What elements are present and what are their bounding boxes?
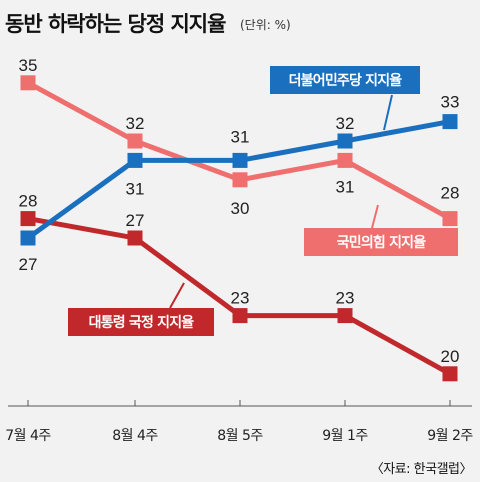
x-tick-label: 7월 4주 [5, 428, 51, 444]
data-point-marker [232, 308, 248, 324]
data-label: 31 [336, 177, 355, 196]
data-label: 35 [19, 56, 38, 75]
data-point-marker [337, 152, 353, 168]
x-tick-label: 9월 2주 [427, 428, 473, 444]
data-label: 23 [231, 289, 250, 308]
data-label: 33 [441, 93, 460, 112]
data-label: 23 [336, 289, 355, 308]
data-label: 31 [126, 179, 145, 198]
data-point-marker [127, 152, 143, 168]
legend-label-대통령-국정-지지율: 대통령 국정 지지율 [89, 314, 195, 331]
data-point-marker [442, 114, 458, 130]
data-label: 28 [19, 192, 38, 211]
data-point-marker [127, 133, 143, 149]
data-point-marker [337, 133, 353, 149]
data-point-marker [442, 211, 458, 227]
legend-connector [383, 94, 393, 131]
data-point-marker [20, 211, 36, 227]
data-label: 32 [126, 114, 145, 133]
data-label: 31 [231, 127, 250, 146]
legend-connector [169, 282, 185, 309]
data-point-marker [442, 366, 458, 382]
legend-label-box [304, 228, 458, 256]
x-tick-label: 9월 1주 [322, 428, 368, 444]
data-point-marker [20, 230, 36, 246]
data-point-marker [20, 75, 36, 91]
source-note: 〈자료: 한국갤럽〉 [370, 462, 473, 477]
data-point-marker [232, 152, 248, 168]
unit-label: (단위: %) [240, 18, 291, 32]
legend-label-box [68, 308, 214, 336]
data-label: 32 [336, 114, 355, 133]
data-label: 27 [19, 255, 38, 274]
data-label: 20 [441, 347, 460, 366]
legend-label-box [270, 66, 420, 94]
data-label: 30 [231, 199, 250, 218]
legend-label-국민의힘-지지율: 국민의힘 지지율 [337, 234, 427, 251]
data-point-marker [232, 172, 248, 188]
x-tick-label: 8월 4주 [112, 428, 158, 444]
x-tick-label: 8월 5주 [217, 428, 263, 444]
chart-title: 동반 하락하는 당정 지지율 [5, 12, 226, 36]
legend-label-더불어민주당-지지율: 더불어민주당 지지율 [289, 72, 403, 89]
data-label: 28 [441, 184, 460, 203]
legend-connector [371, 204, 379, 229]
data-point-marker [337, 308, 353, 324]
data-point-marker [127, 230, 143, 246]
data-label: 27 [126, 211, 145, 230]
